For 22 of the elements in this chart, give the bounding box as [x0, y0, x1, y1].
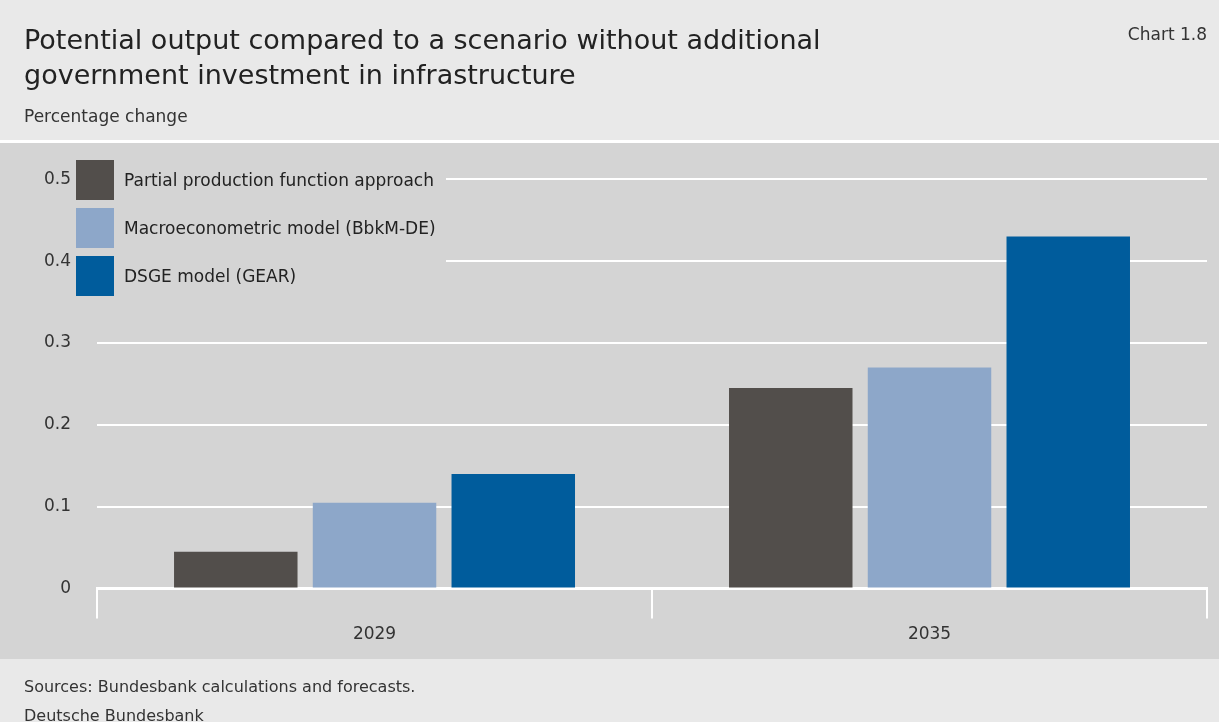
text: Deutsche Bundesbank — [24, 705, 205, 722]
x-tick-label: 2035 — [907, 623, 952, 644]
x-tick-label: 2029 — [352, 623, 397, 644]
y-tick-label: 0.3 — [43, 331, 72, 352]
y-tick-label: 0.5 — [43, 167, 72, 188]
chart-title: Potential output compared to a scenario without additional government investment in infrastructure — [24, 23, 822, 92]
legend-label: Macroeconometric model (BbkM-DE) — [124, 218, 436, 238]
y-tick-label: 0 — [60, 577, 72, 598]
y-tick-label: 0.1 — [43, 495, 72, 516]
bar — [451, 473, 576, 588]
bar — [1006, 236, 1130, 588]
bar — [312, 502, 437, 588]
y-axis-title: Percentage change — [24, 106, 188, 126]
source-note: Sources: Bundesbank calculations and forecasts. — [24, 676, 416, 698]
bar — [729, 387, 853, 588]
caption: Chart 1.8 — [1127, 24, 1207, 44]
bar — [867, 367, 992, 588]
legend-label: Partial production function approach — [124, 170, 434, 190]
legend-label: DSGE model (GEAR) — [124, 266, 297, 286]
bar — [174, 551, 298, 588]
y-tick-label: 0.4 — [43, 249, 72, 270]
y-tick-label: 0.2 — [43, 413, 72, 434]
